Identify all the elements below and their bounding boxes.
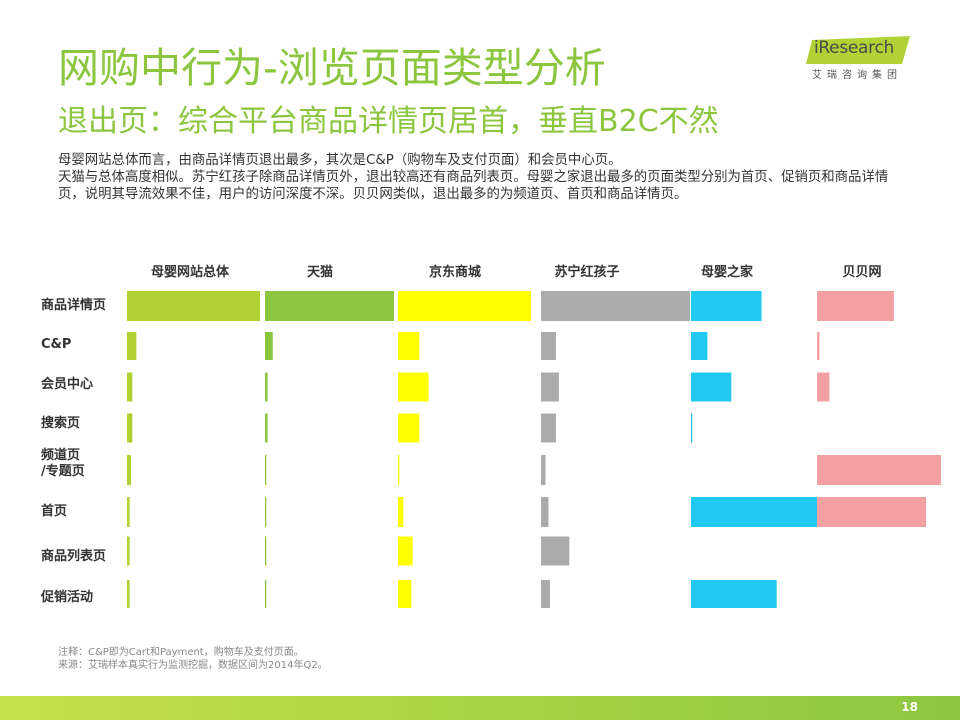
bar-4-2 (691, 372, 732, 402)
description-line-2: 天猫与总体高度相似。苏宁红孩子除商品详情页外，退出较高还有商品列表页。母婴之家退… (58, 170, 889, 202)
bar-2-6 (398, 536, 413, 566)
bar-1-3 (265, 413, 268, 443)
column-header-tmall: 天猫 (306, 265, 333, 280)
page-title: 网购中行为-浏览页面类型分析 (58, 44, 606, 92)
row-label-homepage: 首页 (41, 504, 68, 519)
bar-0-7 (127, 580, 130, 608)
column-header-beibei: 贝贝网 (842, 265, 882, 280)
iresearch-logo: iResearch 艾瑞咨询集团 (806, 36, 910, 84)
bar-4-3 (691, 413, 693, 443)
bar-3-6 (541, 536, 570, 566)
bar-0-2 (127, 372, 133, 402)
bar-5-4 (817, 455, 941, 485)
column-header-jd: 京东商城 (428, 265, 481, 280)
bar-1-4 (265, 455, 267, 485)
row-label-search: 搜索页 (41, 416, 81, 431)
bar-2-2 (398, 372, 429, 402)
bar-3-7 (541, 580, 550, 608)
bar-0-1 (127, 332, 137, 360)
bar-0-5 (127, 497, 130, 527)
description-line-1: 母婴网站总体而言，由商品详情页退出最多，其次是C&P（购物车及支付页面）和会员中… (58, 153, 622, 168)
bar-0-6 (127, 536, 130, 566)
footnote-line-2: 来源：艾瑞样本真实行为监测挖掘，数据区间为2014年Q2。 (58, 660, 328, 671)
footnote-line-1: 注释：C&P即为Cart和Payment，购物车及支付页面。 (58, 647, 304, 658)
bar-0-3 (127, 413, 133, 443)
bar-3-5 (541, 497, 549, 527)
bar-2-7 (398, 580, 412, 608)
bar-1-6 (265, 536, 267, 566)
bar-0-4 (127, 455, 131, 485)
column-header-overall: 母婴网站总体 (150, 265, 229, 280)
bar-3-1 (541, 332, 556, 360)
row-label-cp: C&P (41, 337, 72, 352)
logo-brand-cn: 艾瑞咨询集团 (812, 70, 902, 81)
bar-5-2 (817, 372, 830, 402)
bar-2-4 (398, 455, 400, 485)
row-label-product-list: 商品列表页 (41, 549, 107, 564)
bar-2-0 (398, 291, 531, 321)
bar-5-1 (817, 332, 820, 360)
bar-1-5 (265, 497, 267, 527)
row-label-channel: 频道页 /专题页 (41, 448, 85, 479)
bar-1-1 (265, 332, 273, 360)
description: 母婴网站总体而言，由商品详情页退出最多，其次是C&P（购物车及支付页面）和会员中… (58, 152, 908, 203)
footnote: 注释：C&P即为Cart和Payment，购物车及支付页面。 来源：艾瑞样本真实… (58, 646, 328, 672)
row-label-member-center: 会员中心 (41, 377, 94, 392)
bar-4-1 (691, 332, 708, 360)
bar-0-0 (127, 291, 260, 321)
logo-badge-shape (806, 36, 910, 64)
logo-brand-text: iResearch (814, 38, 895, 58)
bar-4-5 (691, 497, 817, 527)
bottom-accent-bar (0, 696, 960, 720)
bar-2-5 (398, 497, 404, 527)
bar-4-7 (691, 580, 777, 608)
bar-5-5 (817, 497, 927, 527)
bar-2-1 (398, 332, 420, 360)
bar-4-0 (691, 291, 762, 321)
page-number: 18 (901, 700, 918, 714)
row-label-product-detail: 商品详情页 (41, 298, 107, 313)
bar-3-2 (541, 372, 559, 402)
bar-3-4 (541, 455, 546, 485)
bar-1-2 (265, 372, 268, 402)
bar-1-7 (265, 580, 267, 608)
page-subtitle: 退出页：综合平台商品详情页居首，垂直B2C不然 (58, 104, 719, 139)
row-label-promotion: 促销活动 (41, 590, 94, 605)
bar-3-0 (541, 291, 690, 321)
column-header-muyingzhijia: 母婴之家 (700, 265, 753, 280)
bar-5-0 (817, 291, 894, 321)
bar-3-3 (541, 413, 556, 443)
column-header-suning: 苏宁红孩子 (554, 265, 620, 280)
bar-1-0 (265, 291, 394, 321)
bar-2-3 (398, 413, 420, 443)
